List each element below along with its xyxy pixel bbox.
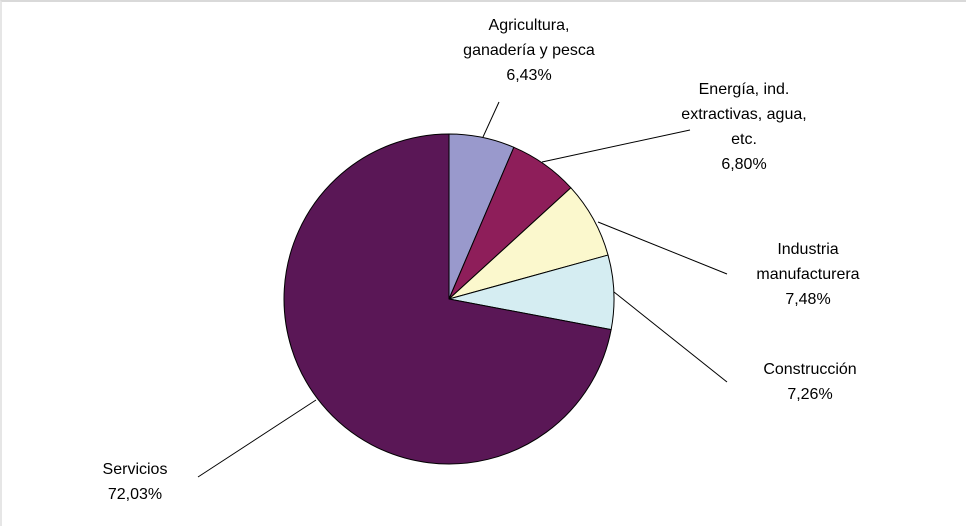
slice-label-5: Servicios 72,03% bbox=[103, 461, 168, 503]
pie-slices bbox=[283, 133, 615, 465]
slice-name-line: ganadería y pesca bbox=[463, 42, 595, 59]
slice-name-line: etc. bbox=[731, 131, 757, 148]
pie-slice-5 bbox=[283, 133, 612, 465]
slice-name-line: Industria bbox=[777, 241, 838, 258]
slice-name-line: manufacturera bbox=[756, 266, 859, 283]
slice-name-line: Agricultura, bbox=[489, 17, 570, 34]
slice-value-label: 6,80% bbox=[721, 156, 766, 173]
slice-labels: Agricultura, ganadería y pesca 6,43% Energí… bbox=[103, 17, 860, 503]
slice-name-line: extractivas, agua, bbox=[681, 106, 806, 123]
slice-name-line: Construcción bbox=[763, 361, 856, 378]
slice-label-2: Energía, ind. extractivas, agua, etc. 6,80% bbox=[681, 81, 806, 173]
slice-label-4: Construcción 7,26% bbox=[763, 361, 856, 403]
slice-value-label: 7,48% bbox=[785, 291, 830, 308]
leader-line-5 bbox=[197, 399, 317, 478]
leader-line-4 bbox=[613, 291, 728, 383]
leader-line-3 bbox=[597, 221, 728, 275]
leader-line-2 bbox=[541, 129, 691, 163]
slice-name-line: Servicios bbox=[103, 461, 168, 478]
leader-line-1 bbox=[482, 101, 500, 138]
slice-value-label: 7,26% bbox=[787, 386, 832, 403]
slice-name-line: Energía, ind. bbox=[699, 81, 790, 98]
slice-label-3: Industria manufacturera 7,48% bbox=[756, 241, 859, 308]
slice-label-1: Agricultura, ganadería y pesca 6,43% bbox=[463, 17, 595, 84]
leader-lines bbox=[197, 101, 728, 478]
slice-value-label: 6,43% bbox=[506, 67, 551, 84]
slice-value-label: 72,03% bbox=[108, 486, 162, 503]
